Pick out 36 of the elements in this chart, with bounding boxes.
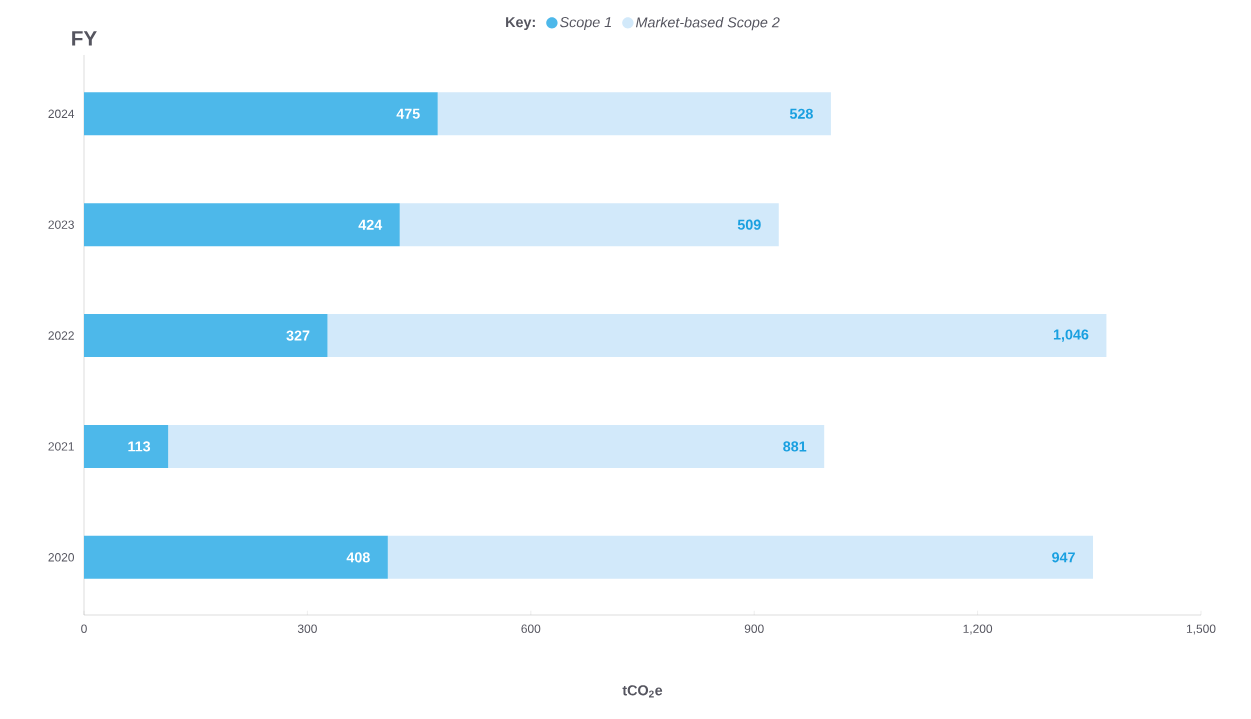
bar [84, 92, 438, 136]
data-label: 1,046 [1053, 329, 1089, 342]
x-tick-label: 600 [521, 624, 541, 633]
bar [84, 203, 400, 247]
data-label: 424 [358, 219, 383, 230]
bar [168, 424, 825, 468]
data-label: 327 [286, 330, 310, 341]
bar [387, 535, 1094, 579]
legend-label: Market-based Scope 2 [635, 16, 780, 31]
x-tick-label: 1,500 [1186, 624, 1216, 635]
y-axis-title: FY [72, 31, 97, 46]
data-label: 528 [789, 108, 813, 119]
data-label: 509 [737, 219, 761, 230]
y-tick-label: 2021 [48, 442, 74, 451]
bar [327, 314, 1107, 358]
bar [399, 203, 779, 247]
legend-label: Scope 1 [559, 17, 611, 31]
data-label: 475 [396, 108, 420, 119]
x-tick-label: 300 [297, 624, 317, 633]
legend-title: Key: [506, 17, 535, 31]
x-tick-label: 900 [744, 624, 764, 633]
x-tick-label: 0 [81, 624, 87, 633]
bar [84, 424, 169, 468]
bar [84, 314, 328, 358]
y-tick-label: 2023 [48, 220, 74, 229]
y-tick-label: 2020 [48, 553, 75, 562]
bar [437, 92, 831, 136]
bar [84, 535, 388, 579]
y-tick-label: 2024 [48, 109, 75, 118]
x-axis-title: tCO$_{2}$e [622, 685, 663, 698]
data-label: 881 [783, 441, 807, 452]
data-label: 947 [1052, 552, 1075, 563]
data-label: 408 [346, 552, 370, 563]
x-tick-label: 1,200 [963, 624, 993, 635]
data-label: 113 [128, 441, 151, 452]
y-tick-label: 2022 [48, 331, 74, 340]
